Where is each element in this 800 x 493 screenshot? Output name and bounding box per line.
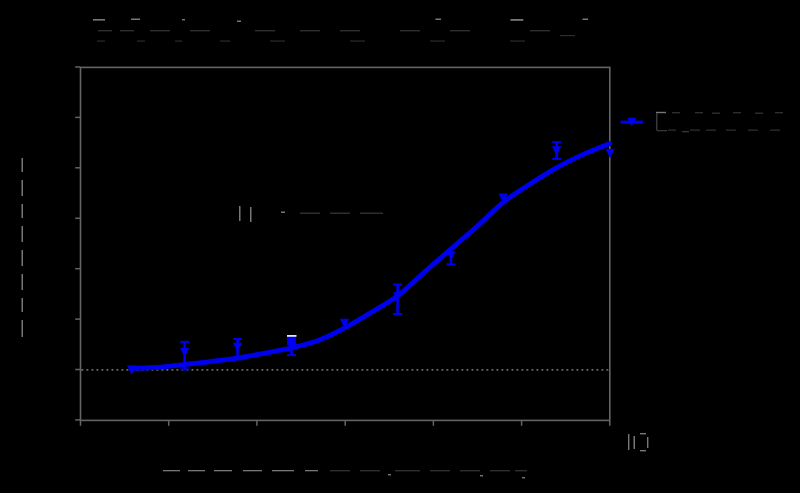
svg-text:0.0001: 0.0001 bbox=[52, 430, 110, 454]
svg-text:100: 100 bbox=[594, 430, 626, 454]
svg-text:0.001: 0.001 bbox=[145, 430, 192, 454]
svg-text:1.5: 1.5 bbox=[45, 256, 71, 280]
svg-text:0.01: 0.01 bbox=[239, 430, 276, 454]
svg-text:1: 1 bbox=[428, 430, 439, 454]
svg-text:Absorbance (450 nm): Absorbance (450 nm) bbox=[15, 155, 39, 338]
svg-text:2.0: 2.0 bbox=[45, 205, 71, 229]
svg-text:3.5: 3.5 bbox=[45, 54, 71, 78]
svg-text:3.0: 3.0 bbox=[45, 104, 71, 128]
svg-text:0.1: 0.1 bbox=[332, 430, 358, 454]
svg-text:10: 10 bbox=[511, 430, 532, 454]
svg-text:0.5: 0.5 bbox=[45, 357, 71, 381]
svg-text:1.0: 1.0 bbox=[45, 306, 71, 330]
svg-text:0.0: 0.0 bbox=[45, 407, 71, 431]
svg-text:FcγRIIIa-His: FcγRIIIa-His bbox=[656, 108, 793, 137]
svg-text:2.5: 2.5 bbox=[45, 155, 71, 179]
